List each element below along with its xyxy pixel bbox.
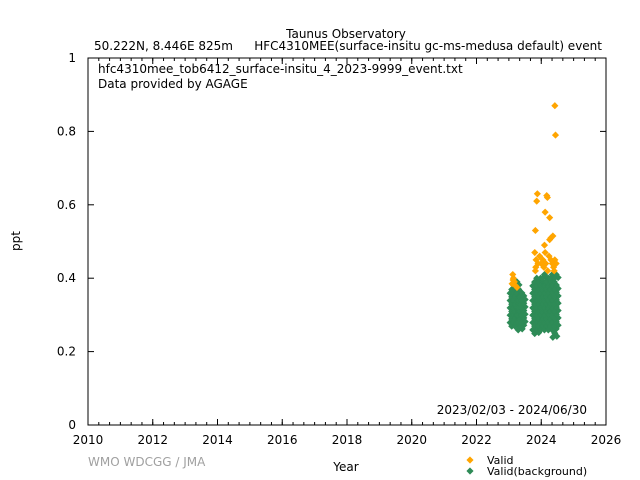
x-tick-label: 2010 [73,433,104,447]
valid-point [549,232,557,240]
valid-point [533,190,541,198]
credit: WMO WDCGG / JMA [88,455,206,469]
chart-title: Taunus Observatory [285,27,406,41]
valid-point [541,248,549,257]
valid-point [542,259,550,268]
background-point [550,300,558,308]
valid-point [540,241,549,249]
x-tick-label: 2018 [332,433,363,447]
valid-point [539,256,547,264]
x-axis-label: Year [332,460,358,474]
x-tick-label: 2024 [526,433,557,447]
plot-frame [87,57,607,426]
y-tick-label: 1 [68,51,76,65]
valid-point [543,193,551,202]
legend-marker-valid [466,456,474,464]
valid-point [551,102,559,110]
y-tick-label: 0 [68,418,76,432]
valid-point [541,208,549,216]
background-point [550,285,558,294]
valid-point [552,259,560,268]
valid-point [544,267,552,275]
background-point [513,289,521,297]
valid-point [513,283,521,291]
valid-point [531,226,539,235]
x-tick-label: 2014 [202,433,233,447]
valid-point [546,236,554,244]
background-point [550,315,558,323]
background-point [553,332,561,340]
background-point [517,319,525,327]
valid-point [546,214,554,222]
background-point [517,304,525,312]
background-point [538,274,547,283]
background-point [517,311,525,319]
background-point [550,307,558,316]
background-point [517,296,525,305]
valid-point [536,252,544,260]
valid-point [533,197,541,205]
x-tick-label: 2020 [396,433,427,447]
station-location: 50.222N, 8.446E 825m [94,39,233,53]
background-point [549,333,557,341]
y-tick-label: 0.8 [57,124,76,138]
background-point [550,293,558,301]
valid-point [531,248,539,257]
x-tick-label: 2026 [591,433,622,447]
x-tick-label: 2022 [461,433,492,447]
legend: Valid Valid(background) [466,454,587,478]
background-point [550,274,558,283]
valid-point [534,259,542,268]
valid-point [531,267,539,275]
valid-point [550,267,558,275]
valid-point [551,131,560,139]
species-title: HFC4310MEE(surface-insitu gc-ms-medusa d… [254,39,602,53]
provider-label: Data provided by AGAGE [98,77,248,91]
date-range: 2023/02/03 - 2024/06/30 [437,403,587,417]
legend-label-background: Valid(background) [487,465,587,478]
x-tick-label: 2012 [137,433,168,447]
data-points [506,102,562,341]
valid-point [509,276,517,284]
y-tick-label: 0.4 [57,271,76,285]
legend-marker-background [466,467,474,475]
y-axis-label: ppt [9,231,23,251]
legend-label-valid: Valid [487,454,514,467]
y-tick-label: 0.2 [57,345,76,359]
y-tick-label: 0.6 [57,198,76,212]
background-point [550,322,558,330]
axis-ticks: 2010 2012 2014 2016 2018 2020 2022 2024 2026 0 0.2… [57,51,621,447]
file-label: hfc4310mee_tob6412_surface-insitu_4_2023… [98,62,463,76]
x-tick-label: 2016 [267,433,298,447]
